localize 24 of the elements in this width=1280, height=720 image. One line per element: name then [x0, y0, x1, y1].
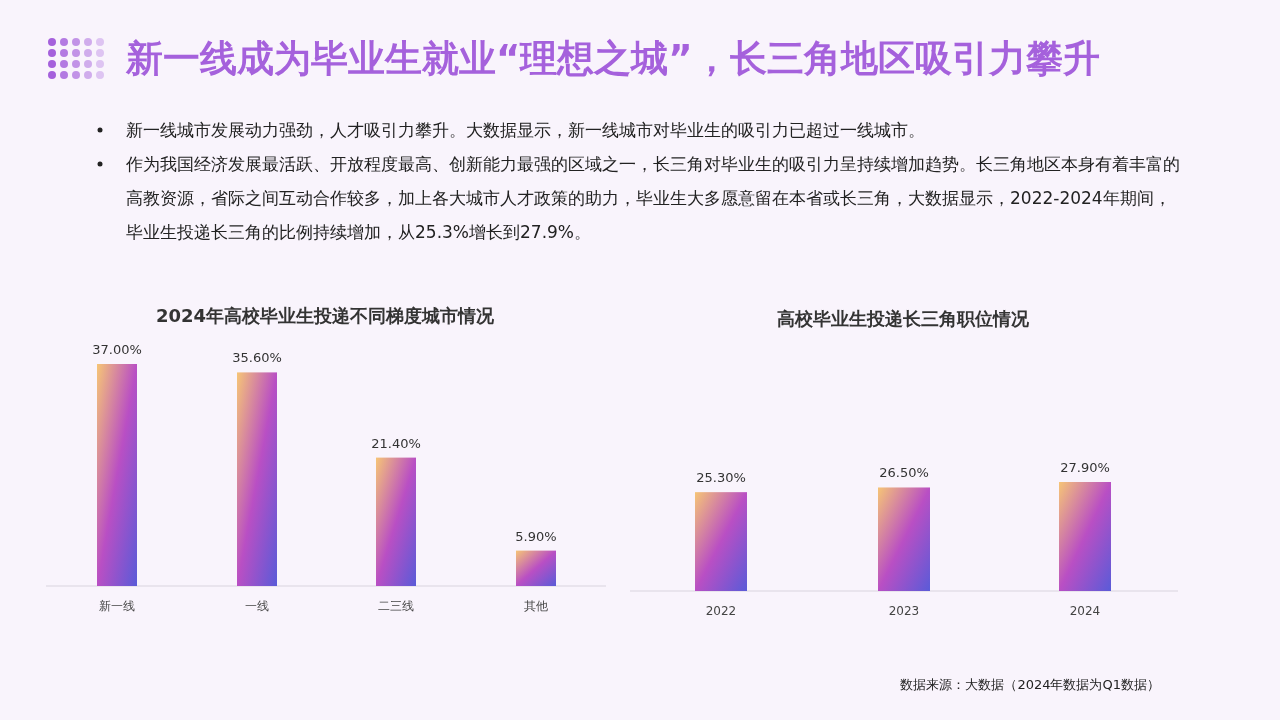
source-note: 数据来源：大数据（2024年数据为Q1数据）	[900, 676, 1160, 694]
x-tick-label: 二三线	[378, 599, 414, 613]
x-tick-label: 新一线	[99, 599, 135, 613]
data-label: 25.30%	[696, 470, 746, 486]
bar	[97, 364, 137, 586]
bar	[237, 372, 277, 586]
data-label: 5.90%	[515, 528, 557, 544]
x-tick-label: 2022	[705, 604, 737, 618]
data-label: 26.50%	[879, 465, 929, 481]
text: 作为我国经济发展最活跃、开放程度最高、创新能力最强的区域之一，长三角对毕业生的吸引力呈持续增加趋势。长三角地区本身有着丰富的高教资源，省际之间互动合作较多，加上各大城市人才政策的助力，毕业生大多愿意留在本省或长三角，大数据显示，2022-2024年期间，毕业生投递长三角的比例持续增加，从25.3%增长到27.9%。	[126, 153, 1181, 244]
bar	[376, 457, 416, 586]
bar	[516, 550, 556, 586]
chart-title: 高校毕业生投递长三角职位情况	[777, 308, 1030, 329]
x-tick-label: 2024	[1069, 604, 1101, 618]
x-tick-label: 一线	[245, 599, 269, 613]
text: 新一线成为毕业生就业“理想之城”，长三角地区吸引力攀升	[126, 36, 1100, 82]
text: 新一线城市发展动力强劲，人才吸引力攀升。大数据显示，新一线城市对毕业生的吸引力已超过一线城市。	[126, 119, 926, 142]
data-label: 21.40%	[371, 435, 421, 451]
data-label: 37.00%	[92, 342, 142, 357]
data-label: 27.90%	[1060, 460, 1110, 475]
data-label: 35.60%	[232, 350, 282, 366]
chart-title: 2024年高校毕业生投递不同梯度城市情况	[155, 305, 496, 326]
x-tick-label: 2023	[888, 604, 920, 618]
x-tick-label: 其他	[524, 599, 548, 613]
